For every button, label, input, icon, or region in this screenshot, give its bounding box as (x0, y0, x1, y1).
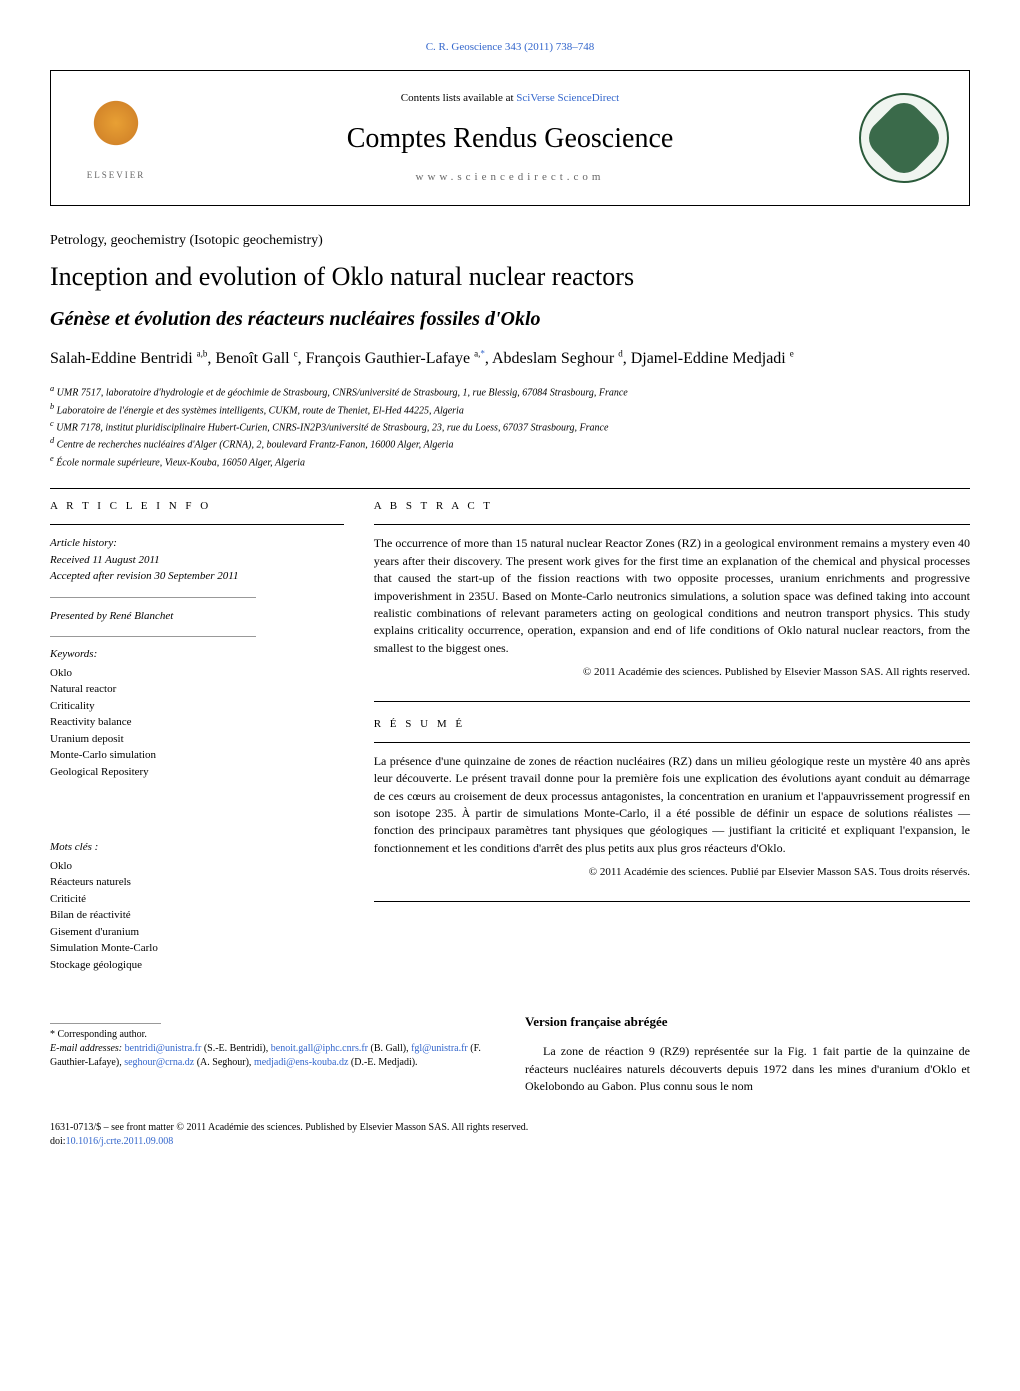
keyword: Oklo (50, 665, 344, 682)
affiliation: c UMR 7178, institut pluridisciplinaire … (50, 418, 970, 435)
site-url[interactable]: www.sciencedirect.com (181, 170, 839, 185)
scidirect-link[interactable]: SciVerse ScienceDirect (516, 92, 619, 104)
info-separator (50, 597, 256, 598)
resume-copyright: © 2011 Académie des sciences. Publié par… (374, 865, 970, 880)
abstract-copyright: © 2011 Académie des sciences. Published … (374, 665, 970, 680)
mots-cles-label: Mots clés : (50, 840, 344, 855)
front-matter: 1631-0713/$ – see front matter © 2011 Ac… (50, 1121, 970, 1135)
history-label: Article history: (50, 535, 344, 552)
email-link[interactable]: benoit.gall@iphc.cnrs.fr (271, 1043, 368, 1054)
journal-header: ELSEVIER Contents lists available at Sci… (50, 70, 970, 206)
version-fr-text: La zone de réaction 9 (RZ9) représentée … (525, 1043, 970, 1095)
abstract-text: The occurrence of more than 15 natural n… (374, 535, 970, 657)
affiliation: b Laboratoire de l'énergie et des systèm… (50, 401, 970, 418)
keyword: Monte-Carlo simulation (50, 747, 344, 764)
journal-seal-icon (859, 93, 949, 183)
resume-divider (374, 742, 970, 743)
doi-label: doi: (50, 1136, 66, 1147)
keywords-label: Keywords: (50, 647, 344, 662)
keyword: Reactivity balance (50, 714, 344, 731)
email-link[interactable]: fgl@unistra.fr (411, 1043, 468, 1054)
keyword: Natural reactor (50, 681, 344, 698)
mot-cle: Réacteurs naturels (50, 874, 344, 891)
section-divider (50, 488, 970, 489)
keyword: Geological Repositery (50, 764, 344, 781)
email-name: (S.-E. Bentridi), (201, 1043, 270, 1054)
corresp-author-label: * Corresponding author. (50, 1028, 495, 1042)
abstract-divider (374, 524, 970, 525)
elsevier-logo: ELSEVIER (71, 83, 161, 193)
version-fr-heading: Version française abrégée (525, 1013, 970, 1031)
received-date: Received 11 August 2011 (50, 552, 344, 569)
presented-by: Presented by René Blanchet (50, 608, 344, 625)
affiliations: a UMR 7517, laboratoire d'hydrologie et … (50, 383, 970, 470)
info-separator (50, 636, 256, 637)
mot-cle: Gisement d'uranium (50, 924, 344, 941)
email-link[interactable]: seghour@crna.dz (124, 1057, 194, 1068)
keywords-list: OkloNatural reactorCriticalityReactivity… (50, 665, 344, 781)
abstract-heading: A B S T R A C T (374, 499, 970, 514)
resume-text: La présence d'une quinzaine de zones de … (374, 753, 970, 857)
citation-link[interactable]: C. R. Geoscience 343 (2011) 738–748 (50, 40, 970, 55)
emails-block: E-mail addresses: bentridi@unistra.fr (S… (50, 1042, 495, 1070)
elsevier-label: ELSEVIER (87, 169, 146, 182)
affiliation: a UMR 7517, laboratoire d'hydrologie et … (50, 383, 970, 400)
mot-cle: Criticité (50, 891, 344, 908)
mot-cle: Oklo (50, 858, 344, 875)
elsevier-tree-icon (81, 95, 151, 165)
info-divider (50, 524, 344, 525)
email-name: (B. Gall), (368, 1043, 411, 1054)
mot-cle: Simulation Monte-Carlo (50, 940, 344, 957)
corresp-separator (50, 1023, 161, 1024)
correspondence-block: * Corresponding author. E-mail addresses… (50, 1023, 495, 1070)
accepted-date: Accepted after revision 30 September 201… (50, 568, 344, 585)
mot-cle: Stockage géologique (50, 957, 344, 974)
affiliation: e École normale supérieure, Vieux-Kouba,… (50, 453, 970, 470)
resume-divider-bottom (374, 901, 970, 902)
page-footer: 1631-0713/$ – see front matter © 2011 Ac… (50, 1121, 970, 1149)
mot-cle: Bilan de réactivité (50, 907, 344, 924)
resume-divider-top (374, 701, 970, 702)
email-name: (D.-E. Medjadi). (348, 1057, 417, 1068)
email-link[interactable]: medjadi@ens-kouba.dz (254, 1057, 348, 1068)
email-name: (A. Seghour), (194, 1057, 254, 1068)
authors-list: Salah-Eddine Bentridi a,b, Benoît Gall c… (50, 347, 970, 371)
journal-name: Comptes Rendus Geoscience (181, 119, 839, 158)
article-info-heading: A R T I C L E I N F O (50, 499, 344, 514)
mots-cles-list: OkloRéacteurs naturelsCriticitéBilan de … (50, 858, 344, 974)
contents-text: Contents lists available at (401, 92, 516, 104)
keyword: Uranium deposit (50, 731, 344, 748)
article-title: Inception and evolution of Oklo natural … (50, 259, 970, 295)
section-category: Petrology, geochemistry (Isotopic geoche… (50, 231, 970, 251)
resume-heading: R É S U M É (374, 717, 970, 732)
article-subtitle: Génèse et évolution des réacteurs nucléa… (50, 305, 970, 333)
doi-link[interactable]: 10.1016/j.crte.2011.09.008 (66, 1136, 174, 1147)
email-label: E-mail addresses: (50, 1043, 125, 1054)
affiliation: d Centre de recherches nucléaires d'Alge… (50, 435, 970, 452)
keyword: Criticality (50, 698, 344, 715)
contents-available: Contents lists available at SciVerse Sci… (181, 91, 839, 106)
email-link[interactable]: bentridi@unistra.fr (125, 1043, 202, 1054)
